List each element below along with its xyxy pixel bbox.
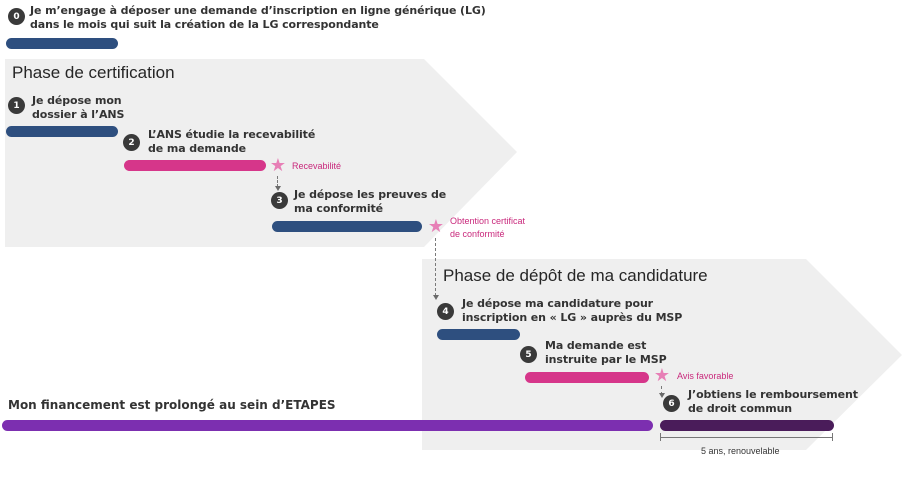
step-0-bar [6,38,118,49]
step-number-4: 4 [437,303,454,320]
arrowhead-icon [275,186,281,191]
milestone-avis-favorable: Avis favorable [677,371,734,381]
step-3-line1: Je dépose les preuves de [294,188,447,201]
duration-tick-right [832,433,833,441]
duration-tick-left [660,433,661,441]
star-icon: ★ [269,155,287,176]
step-number-6: 6 [663,395,680,412]
step-number-3: 3 [271,192,288,209]
step-5-line1: Ma demande est [545,339,647,352]
step-0-line1: Je m’engage à déposer une demande d’insc… [30,4,486,17]
step-4-text: Je dépose ma candidature pour inscriptio… [462,297,682,325]
star-icon: ★ [653,365,671,386]
milestone-certificat-line1: Obtention certificat [450,216,526,226]
step-2-line2: de ma demande [148,142,246,155]
step-1-line2: dossier à l’ANS [32,108,125,121]
step-2-bar [124,160,266,171]
step-number-1: 1 [8,97,25,114]
step-5-line2: instruite par le MSP [545,353,667,366]
phase-candidature-chevron [422,259,902,450]
step-5-bar [525,372,649,383]
dashed-arrow-icon [435,238,436,296]
milestone-certificat-line2: de conformité [450,229,505,239]
step-0-line2: dans le mois qui suit la création de la … [30,18,379,31]
step-1-line1: Je dépose mon [32,94,122,107]
phase-candidature-title: Phase de dépôt de ma candidature [443,266,708,285]
phase-certification-title: Phase de certification [12,63,175,82]
step-6-line2: de droit commun [688,402,793,415]
step-2-line1: L’ANS étudie la recevabilité [148,128,316,141]
step-3-text: Je dépose les preuves de ma conformité [294,188,446,216]
step-4-line2: inscription en « LG » auprès du MSP [462,311,683,324]
star-icon: ★ [427,216,445,237]
step-4-line1: Je dépose ma candidature pour [462,297,654,310]
phase-certification-chevron [5,59,517,247]
milestone-certificat: Obtention certificat de conformité [450,215,525,241]
step-4-bar [437,329,520,340]
step-6-bar [660,420,834,431]
duration-line [660,437,832,438]
step-3-line2: ma conformité [294,202,384,215]
milestone-recevabilite: Recevabilité [292,161,342,171]
step-number-2: 2 [123,134,140,151]
dashed-arrow-icon [661,386,662,395]
dashed-arrow-icon [277,176,278,187]
step-3-bar [272,221,422,232]
arrowhead-icon [433,295,439,300]
step-5-text: Ma demande est instruite par le MSP [545,339,667,367]
step-number-5: 5 [520,346,537,363]
step-0-text: Je m’engage à déposer une demande d’insc… [30,4,486,32]
step-2-text: L’ANS étudie la recevabilité de ma deman… [148,128,315,156]
step-number-0: 0 [8,8,25,25]
arrowhead-icon [659,393,665,398]
step-6-line1: J’obtiens le remboursement [688,388,858,401]
step-1-bar [6,126,118,137]
financing-bar [2,420,653,431]
step-6-text: J’obtiens le remboursement de droit comm… [688,388,858,416]
duration-label: 5 ans, renouvelable [701,446,780,456]
financing-label: Mon financement est prolongé au sein d’E… [8,398,336,412]
step-1-text: Je dépose mon dossier à l’ANS [32,94,124,122]
